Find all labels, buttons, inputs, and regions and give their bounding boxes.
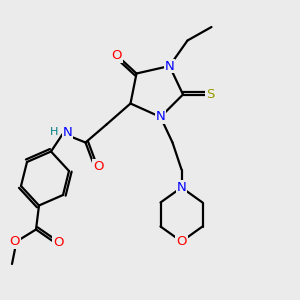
Text: N: N bbox=[165, 59, 174, 73]
Text: N: N bbox=[156, 110, 165, 124]
Text: O: O bbox=[176, 235, 187, 248]
Text: O: O bbox=[93, 160, 103, 173]
Text: O: O bbox=[10, 235, 20, 248]
Text: H: H bbox=[50, 127, 58, 137]
Text: S: S bbox=[206, 88, 214, 101]
Text: N: N bbox=[177, 181, 186, 194]
Text: N: N bbox=[63, 125, 72, 139]
Text: O: O bbox=[53, 236, 64, 250]
Text: O: O bbox=[112, 49, 122, 62]
